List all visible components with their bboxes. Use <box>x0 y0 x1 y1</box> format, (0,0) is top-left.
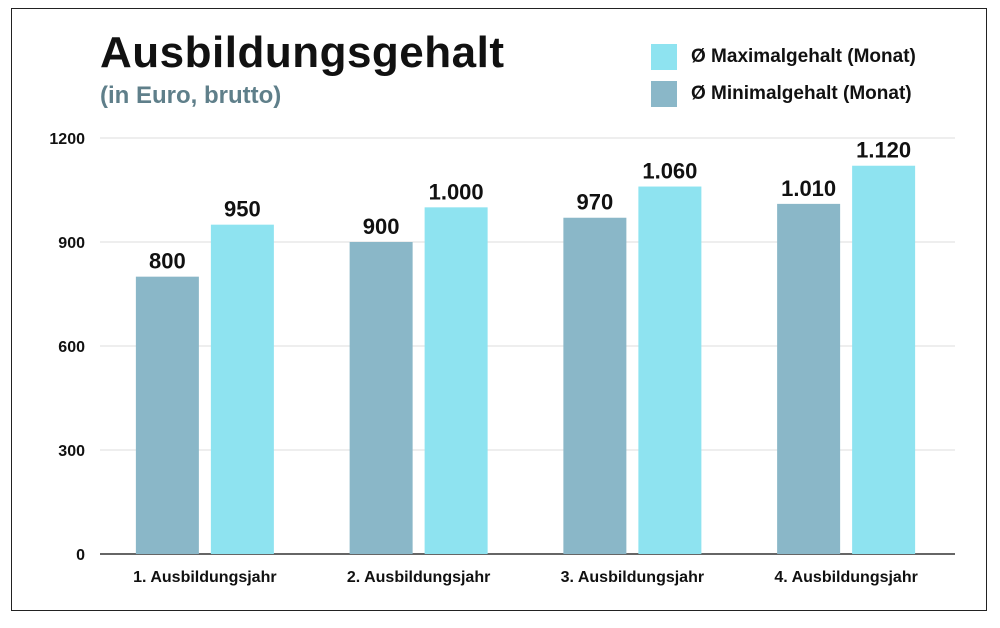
legend-label-max: Ø Maximalgehalt (Monat) <box>691 46 916 67</box>
bar-min-1 <box>135 276 199 554</box>
data-label: 900 <box>363 214 400 239</box>
bar-min-2 <box>349 242 413 554</box>
data-label: 1.060 <box>642 159 697 184</box>
legend-item-min: Ø Minimalgehalt (Monat) <box>651 81 916 107</box>
data-label: 1.010 <box>781 176 836 201</box>
y-tick-label: 600 <box>58 339 85 356</box>
chart-title: Ausbildungsgehalt <box>100 28 505 77</box>
legend-swatch-min <box>651 81 677 107</box>
legend-item-max: Ø Maximalgehalt (Monat) <box>651 44 916 70</box>
legend-swatch-max <box>651 44 677 70</box>
x-tick-label: 2. Ausbildungsjahr <box>347 569 490 586</box>
x-tick-label: 4. Ausbildungsjahr <box>774 569 917 586</box>
chart-legend: Ø Maximalgehalt (Monat) Ø Minimalgehalt … <box>651 44 916 118</box>
data-label: 950 <box>224 197 261 222</box>
bar-max-2 <box>424 207 488 555</box>
data-label: 800 <box>149 249 186 274</box>
data-label: 1.000 <box>429 179 484 204</box>
bar-max-4 <box>852 165 916 554</box>
bar-max-1 <box>210 224 274 554</box>
y-tick-label: 0 <box>76 547 85 564</box>
chart-subtitle: (in Euro, brutto) <box>100 82 282 109</box>
data-label: 970 <box>577 190 614 215</box>
y-tick-label: 300 <box>58 443 85 460</box>
y-tick-label: 900 <box>58 235 85 252</box>
bar-max-3 <box>638 186 702 555</box>
x-tick-label: 3. Ausbildungsjahr <box>561 569 704 586</box>
legend-label-min: Ø Minimalgehalt (Monat) <box>691 83 912 104</box>
data-label: 1.120 <box>856 138 911 163</box>
bar-min-3 <box>563 217 627 554</box>
x-tick-label: 1. Ausbildungsjahr <box>133 569 276 586</box>
y-tick-label: 1200 <box>49 131 85 148</box>
bar-min-4 <box>777 203 841 554</box>
